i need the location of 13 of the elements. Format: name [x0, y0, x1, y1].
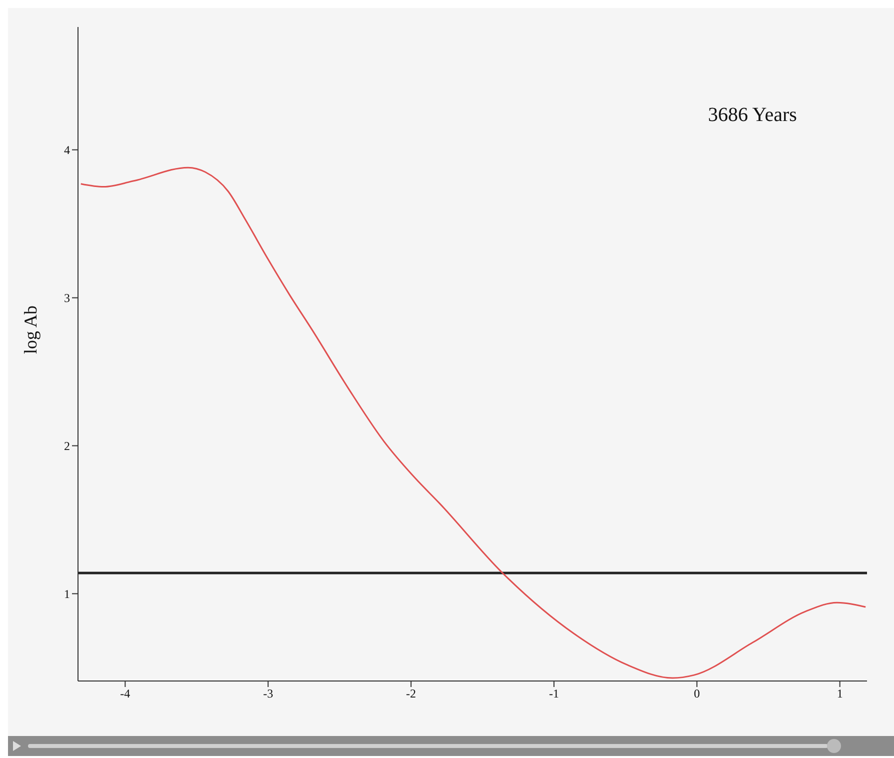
- y-tick-label: 1: [64, 586, 70, 601]
- x-tick-label: -3: [263, 686, 274, 701]
- y-axis-title: log Ab: [20, 305, 40, 354]
- y-tick-label: 3: [64, 291, 70, 306]
- x-tick-label: 0: [694, 686, 700, 701]
- x-tick-label: -4: [120, 686, 130, 701]
- x-tick-label: -1: [548, 686, 559, 701]
- x-tick-label: 1: [836, 686, 843, 701]
- y-tick-label: 2: [64, 439, 70, 453]
- y-tick-label: 4: [64, 143, 70, 158]
- annotation: 3686 Years: [708, 104, 797, 127]
- line-series: [80, 166, 866, 679]
- x-tick-label: -2: [406, 686, 416, 701]
